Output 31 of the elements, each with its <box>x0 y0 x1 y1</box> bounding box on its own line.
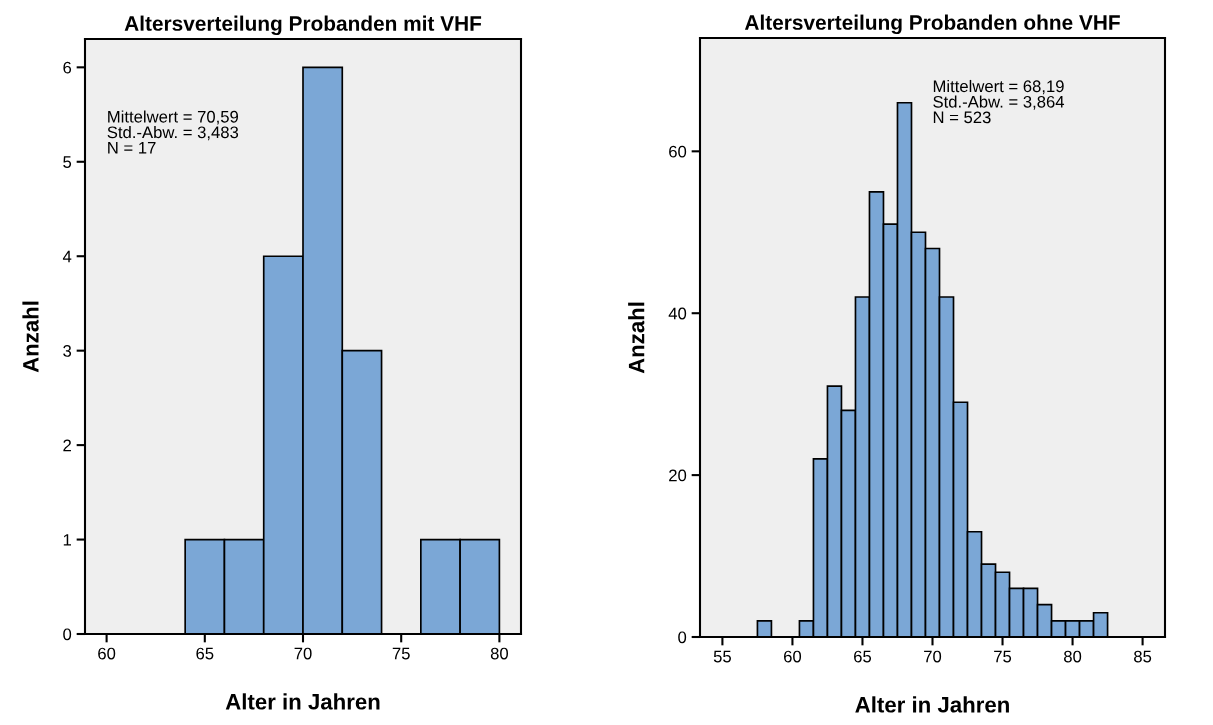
x-tick-label: 65 <box>196 647 214 660</box>
y-tick-label: 5 <box>63 156 72 168</box>
y-tick-label: 0 <box>678 631 687 644</box>
y-tick-label: 20 <box>669 469 687 482</box>
chart-title: Altersverteilung Probanden ohne VHF <box>744 14 1120 35</box>
x-tick-label: 80 <box>1064 650 1082 663</box>
x-axis-title: Alter in Jahren <box>855 696 1009 713</box>
x-axis-title: Alter in Jahren <box>225 693 380 710</box>
x-tick-label: 55 <box>713 650 731 663</box>
y-tick-label: 4 <box>62 250 72 263</box>
y-axis-title: Anzahl <box>22 301 39 373</box>
y-axis-title: Anzahl <box>628 302 645 374</box>
y-tick-label: 0 <box>63 628 72 641</box>
y-tick-label: 2 <box>63 439 71 452</box>
x-tick-label: 75 <box>392 647 410 660</box>
y-tick-label: 6 <box>63 61 72 74</box>
x-tick-label: 70 <box>294 647 312 660</box>
x-tick-label: 80 <box>490 647 509 660</box>
y-tick-label: 1 <box>63 534 71 546</box>
y-tick-label: 40 <box>668 307 687 320</box>
y-tick-label: 3 <box>63 345 72 357</box>
chart-title: Altersverteilung Probanden mit VHF <box>124 15 482 36</box>
x-tick-label: 85 <box>1134 650 1152 663</box>
annotation: Mittelwert = 70,59 Std.-Abw. = 3,483 N = 17 <box>107 110 239 154</box>
x-tick-label: 60 <box>98 647 116 660</box>
x-tick-label: 75 <box>994 650 1012 663</box>
x-tick-label: 60 <box>784 650 802 663</box>
y-tick-label: 60 <box>669 145 687 158</box>
x-tick-label: 65 <box>854 650 872 663</box>
x-tick-label: 70 <box>924 650 942 663</box>
annotation: Mittelwert = 68,19 Std.-Abw. = 3,864 N = 523 <box>933 79 1065 124</box>
